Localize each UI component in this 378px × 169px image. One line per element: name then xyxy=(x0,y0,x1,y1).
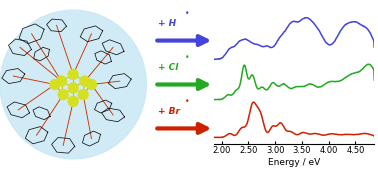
Text: + Cl: + Cl xyxy=(158,63,178,72)
Circle shape xyxy=(0,10,146,159)
Text: •: • xyxy=(184,97,189,106)
Circle shape xyxy=(56,76,67,87)
Circle shape xyxy=(78,89,88,100)
Text: + H: + H xyxy=(158,19,176,28)
Circle shape xyxy=(68,82,79,93)
X-axis label: Energy / eV: Energy / eV xyxy=(268,158,320,166)
Circle shape xyxy=(58,89,68,100)
Circle shape xyxy=(50,79,60,90)
Text: •: • xyxy=(184,9,189,18)
Circle shape xyxy=(79,76,90,87)
Text: •: • xyxy=(184,53,189,62)
Circle shape xyxy=(68,69,79,80)
Circle shape xyxy=(86,79,97,90)
Circle shape xyxy=(68,96,79,107)
Text: + Br: + Br xyxy=(158,107,180,116)
